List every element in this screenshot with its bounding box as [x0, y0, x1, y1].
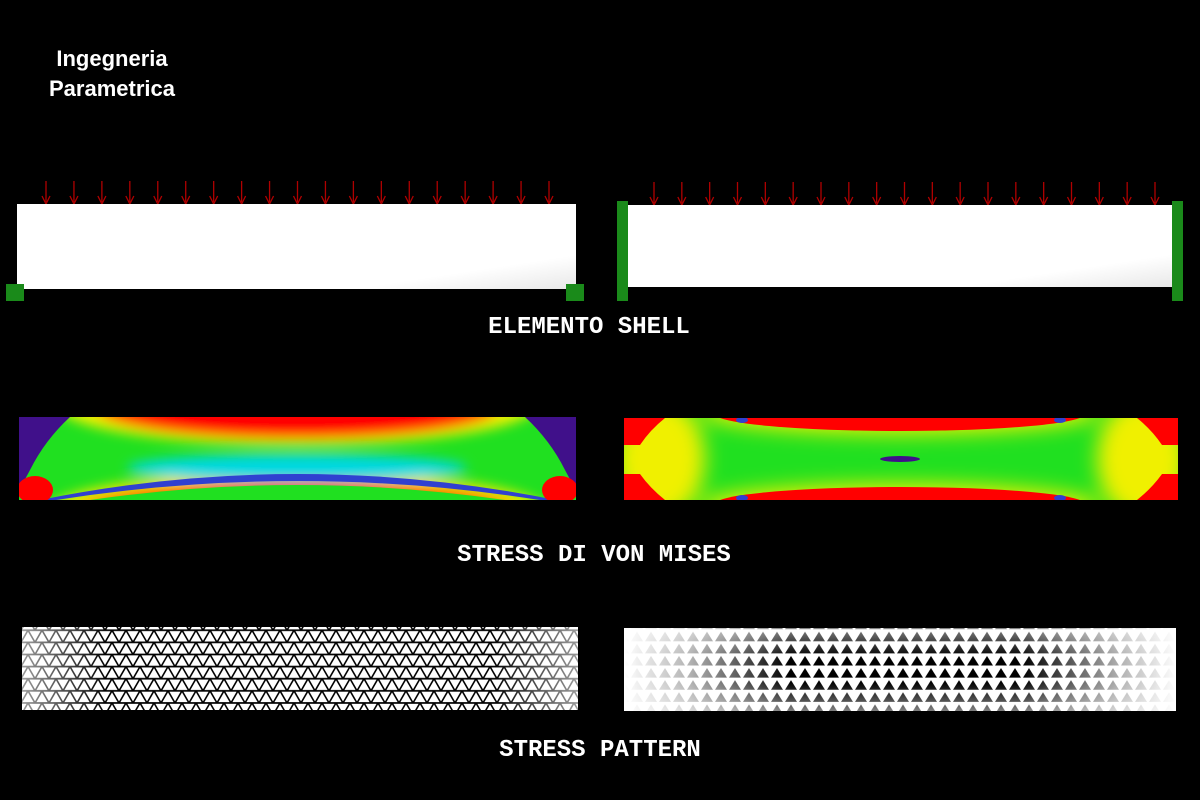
- load-arrow: [264, 181, 275, 206]
- load-arrow: [705, 182, 715, 207]
- load-arrow: [760, 182, 770, 207]
- load-arrow: [788, 182, 798, 207]
- beam-right: [628, 205, 1174, 287]
- load-arrow: [320, 181, 331, 206]
- load-arrow: [816, 182, 826, 207]
- logo-line-2: Parametrica: [49, 76, 175, 101]
- load-arrow: [1011, 182, 1021, 207]
- support-right-fixed: [1172, 201, 1183, 301]
- load-arrow: [899, 182, 910, 207]
- load-arrow: [1039, 182, 1049, 207]
- load-arrow: [460, 181, 470, 206]
- load-arrow: [544, 181, 554, 206]
- load-arrow: [348, 181, 358, 206]
- section-title-shell: ELEMENTO SHELL: [488, 314, 690, 341]
- load-arrow: [516, 181, 526, 206]
- load-arrow: [983, 182, 993, 207]
- stress-pattern-left: [22, 627, 578, 710]
- load-arrow: [872, 182, 882, 207]
- load-arrow: [125, 181, 135, 206]
- load-arrow: [209, 181, 219, 206]
- load-arrow: [955, 182, 965, 207]
- load-arrows-right: [649, 182, 1160, 207]
- load-arrow: [376, 181, 386, 206]
- logo-line-1: Ingegneria: [56, 46, 168, 71]
- section-title-von-mises: STRESS DI VON MISES: [457, 542, 731, 569]
- beam-left: [17, 204, 576, 289]
- load-arrow: [732, 182, 743, 207]
- load-arrow: [153, 181, 163, 206]
- load-arrow: [649, 182, 659, 207]
- section-title-stress-pattern: STRESS PATTERN: [499, 737, 701, 764]
- load-arrow: [432, 181, 442, 206]
- load-arrow: [927, 182, 937, 207]
- load-arrow: [677, 182, 687, 207]
- load-arrow: [292, 181, 303, 206]
- logo: Ingegneria Parametrica: [22, 44, 202, 104]
- load-arrows-left: [41, 181, 554, 206]
- load-arrow: [237, 181, 247, 206]
- load-arrow: [1094, 182, 1104, 207]
- load-arrow: [97, 181, 107, 206]
- load-arrow: [69, 181, 79, 206]
- support-left-pin: [6, 284, 24, 301]
- support-right-pin: [566, 284, 584, 301]
- von-mises-map-left: [19, 417, 576, 500]
- von-mises-map-right: [624, 418, 1178, 500]
- load-arrow: [404, 181, 414, 206]
- load-arrow: [1066, 182, 1077, 207]
- load-arrow: [1122, 182, 1132, 207]
- beam-fixed-ends: [617, 182, 1183, 301]
- load-arrow: [181, 181, 191, 206]
- load-arrow: [1150, 182, 1160, 207]
- load-arrow: [41, 181, 51, 206]
- stress-pattern-right: [624, 628, 1176, 711]
- load-arrow: [844, 182, 854, 207]
- beam-simply-supported: [6, 181, 584, 301]
- load-arrow: [488, 181, 498, 206]
- support-left-fixed: [617, 201, 628, 301]
